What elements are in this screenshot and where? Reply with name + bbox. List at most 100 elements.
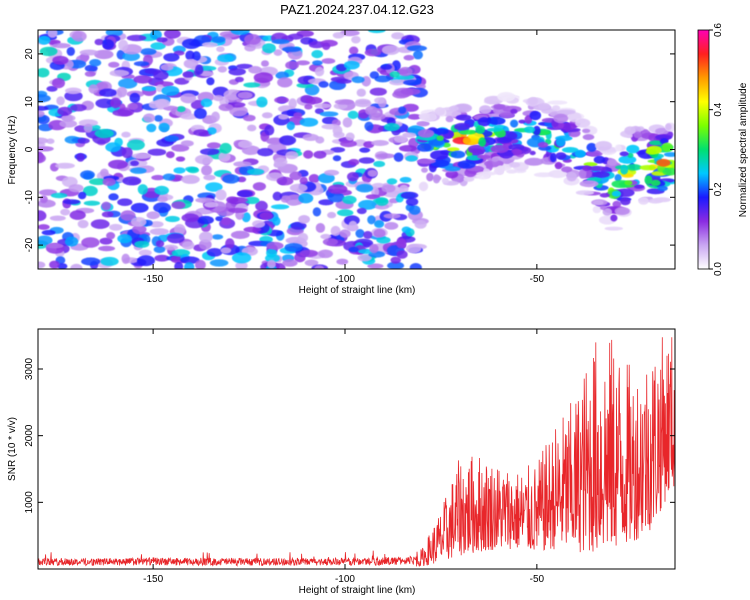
heatmap-cell bbox=[662, 167, 675, 176]
heatmap-cell bbox=[70, 104, 87, 112]
heatmap-cell bbox=[315, 223, 326, 233]
heatmap-cell bbox=[416, 158, 436, 164]
heatmap-cell bbox=[299, 249, 318, 258]
heatmap-cell bbox=[554, 161, 563, 170]
heatmap-cell bbox=[356, 183, 374, 193]
heatmap-cell bbox=[374, 75, 392, 83]
heatmap-cell bbox=[421, 167, 428, 173]
heatmap-cell bbox=[94, 38, 104, 46]
heatmap-cell bbox=[583, 162, 598, 167]
heatmap-cell bbox=[618, 155, 637, 164]
heatmap-cell bbox=[41, 229, 56, 236]
heatmap-cell bbox=[230, 230, 250, 239]
heatmap-cell bbox=[624, 180, 633, 186]
heatmap-cell bbox=[209, 259, 229, 267]
heatmap-cell bbox=[46, 138, 55, 144]
heatmap-cell bbox=[100, 256, 119, 266]
heatmap-cell bbox=[487, 116, 506, 125]
spectrogram-y-tick-label: 0 bbox=[24, 146, 35, 152]
heatmap-cell bbox=[645, 149, 657, 155]
heatmap-cell bbox=[426, 172, 434, 182]
heatmap-cell bbox=[399, 176, 412, 183]
heatmap-cell bbox=[225, 238, 235, 250]
heatmap-cell bbox=[207, 127, 217, 135]
heatmap-cell bbox=[153, 202, 172, 213]
heatmap-cell bbox=[538, 102, 551, 110]
heatmap-cell bbox=[612, 200, 622, 208]
heatmap-cell bbox=[164, 135, 179, 142]
heatmap-cell bbox=[165, 215, 180, 223]
heatmap-cell bbox=[132, 224, 147, 235]
heatmap-cell bbox=[195, 259, 206, 269]
heatmap-cell bbox=[163, 53, 180, 62]
heatmap-cell bbox=[575, 118, 591, 128]
heatmap-cell bbox=[233, 161, 252, 168]
heatmap-cell bbox=[553, 113, 569, 124]
heatmap-cell bbox=[38, 137, 49, 144]
heatmap-cell bbox=[432, 174, 441, 184]
heatmap-cell bbox=[548, 169, 568, 179]
heatmap-cell bbox=[108, 193, 119, 201]
heatmap-cell bbox=[436, 135, 444, 141]
heatmap-cell bbox=[175, 156, 186, 162]
heatmap-cell bbox=[237, 91, 253, 99]
heatmap-cell bbox=[312, 60, 323, 66]
heatmap-cell bbox=[574, 149, 586, 158]
heatmap-cell bbox=[38, 105, 49, 112]
heatmap-cell bbox=[319, 111, 339, 117]
heatmap-cell bbox=[271, 39, 290, 45]
heatmap-cell bbox=[665, 123, 672, 131]
heatmap-cell bbox=[305, 96, 323, 105]
heatmap-cell bbox=[314, 265, 324, 269]
heatmap-cell bbox=[593, 200, 604, 205]
heatmap-cell bbox=[555, 137, 566, 147]
heatmap-cell bbox=[261, 60, 269, 67]
heatmap-cell bbox=[644, 175, 653, 185]
heatmap-cell bbox=[327, 184, 348, 194]
heatmap-cell bbox=[276, 176, 294, 186]
heatmap-cell bbox=[38, 224, 50, 230]
heatmap-cell bbox=[81, 257, 101, 266]
heatmap-cell bbox=[176, 106, 186, 113]
heatmap-cell bbox=[445, 115, 454, 123]
heatmap-cell bbox=[218, 103, 234, 112]
heatmap-cell bbox=[218, 151, 231, 162]
heatmap-cell bbox=[302, 133, 319, 141]
heatmap-cell bbox=[296, 60, 310, 66]
heatmap-cell bbox=[649, 140, 664, 146]
heatmap-cell bbox=[298, 215, 310, 224]
heatmap-cell bbox=[351, 76, 365, 84]
heatmap-cell bbox=[490, 144, 509, 154]
snr-y-tick-label: 1000 bbox=[24, 491, 35, 514]
heatmap-cell bbox=[450, 150, 466, 159]
heatmap-cell bbox=[634, 184, 645, 189]
heatmap-cell bbox=[68, 184, 84, 193]
heatmap-cell bbox=[45, 243, 64, 249]
heatmap-cell bbox=[38, 110, 45, 118]
heatmap-cell bbox=[340, 140, 357, 148]
heatmap-cell bbox=[265, 254, 280, 263]
heatmap-cell bbox=[434, 128, 449, 135]
heatmap-cell bbox=[102, 177, 116, 187]
heatmap-cell bbox=[71, 30, 87, 42]
heatmap-cell bbox=[98, 245, 116, 252]
heatmap-cell bbox=[257, 148, 274, 157]
heatmap-cell bbox=[130, 217, 147, 227]
heatmap-cell bbox=[89, 59, 102, 67]
heatmap-cell bbox=[285, 151, 299, 160]
heatmap-cell bbox=[384, 222, 399, 230]
heatmap-cell bbox=[255, 200, 268, 212]
heatmap-cell bbox=[184, 262, 195, 269]
snr-y-tick-label: 2000 bbox=[24, 424, 35, 447]
heatmap-cell bbox=[134, 240, 150, 248]
chart-title: PAZ1.2024.237.04.12.G23 bbox=[280, 2, 434, 17]
heatmap-cell bbox=[381, 184, 396, 193]
heatmap-cell bbox=[38, 67, 50, 78]
heatmap-cell bbox=[161, 85, 180, 96]
heatmap-cell bbox=[90, 219, 110, 229]
heatmap-cell bbox=[332, 155, 342, 162]
heatmap-cell bbox=[333, 131, 345, 139]
heatmap-cell bbox=[101, 211, 114, 218]
heatmap-cell bbox=[384, 123, 400, 132]
heatmap-cell bbox=[386, 178, 398, 185]
